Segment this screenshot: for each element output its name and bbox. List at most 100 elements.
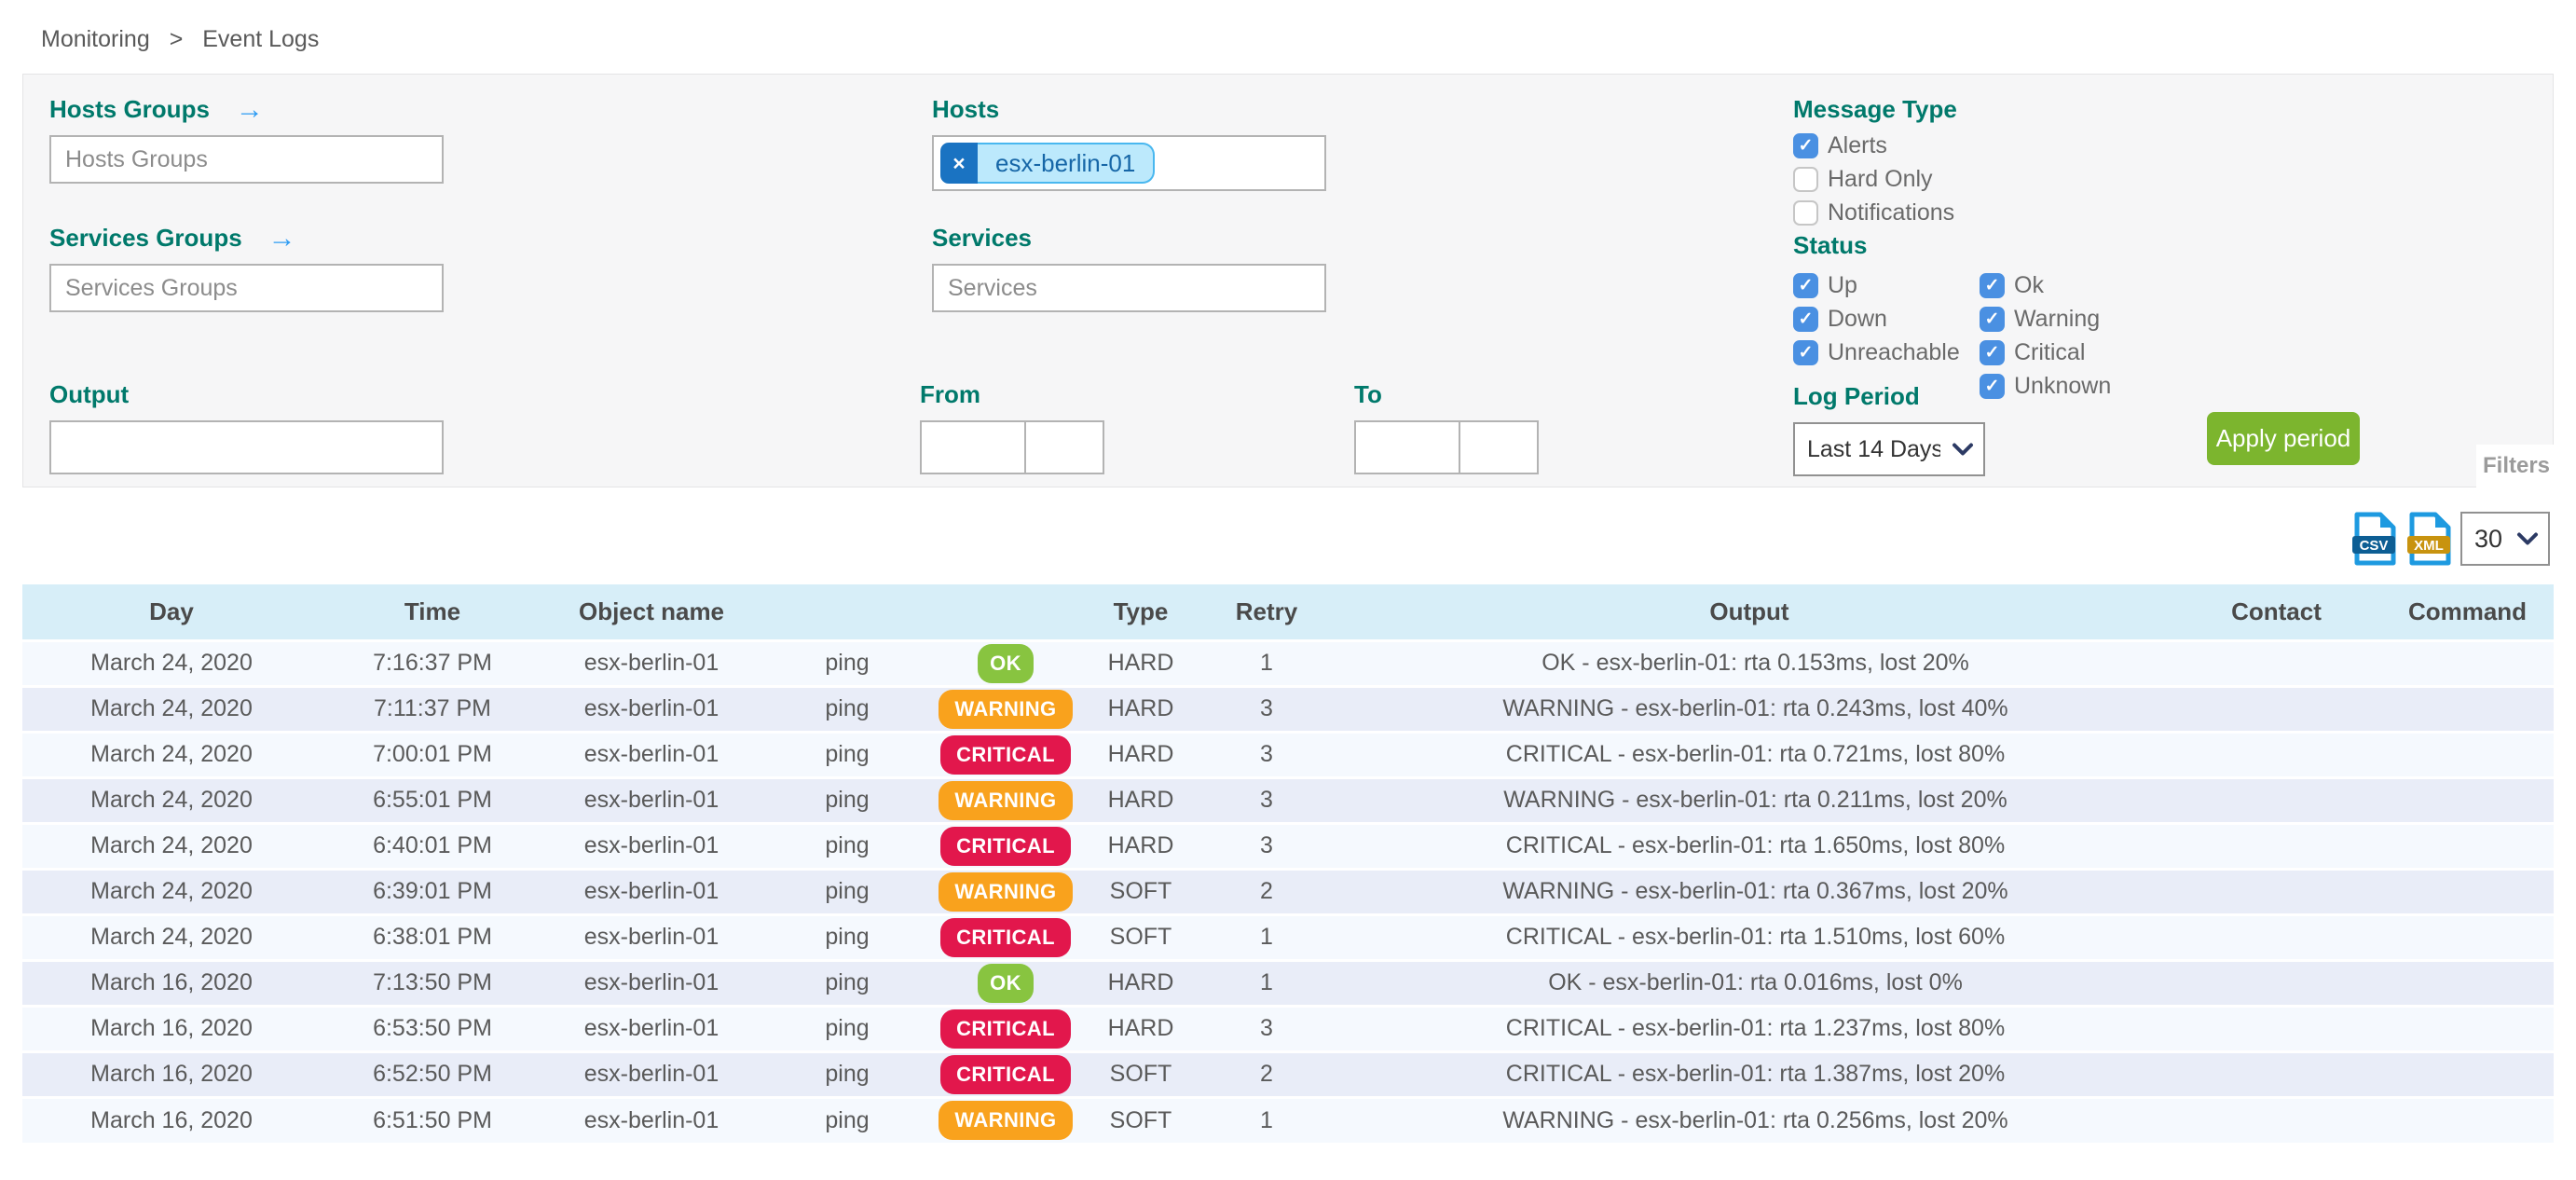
services-groups-input[interactable] [49,264,444,312]
output-cell: CRITICAL - esx-berlin-01: rta 0.721ms, l… [1327,730,2172,777]
services-groups-filter: Services Groups → [49,224,444,312]
arrow-right-icon[interactable]: → [235,93,264,125]
time-cell: 6:39:01 PM [321,867,544,914]
from-time-input[interactable] [1026,420,1104,474]
output-cell: WARNING - esx-berlin-01: rta 0.243ms, lo… [1327,684,2172,732]
hosts-groups-input[interactable] [49,135,444,184]
export-csv-icon[interactable]: CSV [2350,512,2397,566]
status-badge: CRITICAL [940,734,1071,775]
log-period-select[interactable]: Last 14 Days [1793,422,1985,476]
apply-period-button[interactable]: Apply period [2207,412,2360,465]
checkbox-unchecked-icon[interactable] [1793,167,1818,192]
breadcrumb-event-logs[interactable]: Event Logs [202,26,320,52]
message-type-hard-only[interactable]: Hard Only [1793,166,1957,193]
service-cell: ping [759,821,936,869]
object-name-cell: esx-berlin-01 [544,775,759,823]
host-chip[interactable]: × esx-berlin-01 [940,143,1156,184]
command-cell [2381,730,2554,777]
checkbox-label: Alerts [1828,132,1887,158]
checkbox-checked-icon[interactable]: ✓ [1980,340,2005,365]
checkbox-label: Hard Only [1828,166,1933,192]
service-cell: ping [759,730,936,777]
command-cell [2381,821,2554,869]
retry-cell: 3 [1206,821,1327,869]
checkbox-label: Up [1828,272,1857,298]
page-size-select[interactable]: 30 [2460,512,2550,566]
status-critical[interactable]: ✓ Critical [1980,339,2155,366]
status-badge: WARNING [939,871,1073,912]
status-down[interactable]: ✓ Down [1793,306,1968,333]
status-up[interactable]: ✓ Up [1793,272,1968,299]
checkbox-checked-icon[interactable]: ✓ [1980,374,2005,399]
status-unreachable[interactable]: ✓ Unreachable [1793,339,1968,366]
arrow-right-icon[interactable]: → [267,222,296,254]
output-label: Output [49,380,130,408]
to-date-input[interactable] [1354,420,1460,474]
time-cell: 6:40:01 PM [321,821,544,869]
checkbox-checked-icon[interactable]: ✓ [1980,273,2005,298]
message-type-label: Message Type [1793,95,1957,123]
retry-cell: 2 [1206,867,1327,914]
services-input[interactable] [932,264,1326,312]
day-cell: March 16, 2020 [22,958,321,1006]
host-chip-label: esx-berlin-01 [978,143,1156,184]
export-xml-icon[interactable]: XML [2405,512,2452,566]
column-header-retry: Retry [1206,584,1327,640]
time-cell: 6:53:50 PM [321,1004,544,1051]
hosts-label: Hosts [932,95,1000,123]
checkbox-unchecked-icon[interactable] [1793,200,1818,226]
retry-cell: 1 [1206,958,1327,1006]
remove-chip-icon[interactable]: × [940,143,978,184]
checkbox-checked-icon[interactable]: ✓ [1980,307,2005,332]
output-cell: CRITICAL - esx-berlin-01: rta 1.237ms, l… [1327,1004,2172,1051]
command-cell [2381,1095,2554,1143]
type-cell: SOFT [1076,912,1206,960]
services-groups-label: Services Groups [49,224,242,252]
status-badge: WARNING [939,1101,1073,1141]
retry-cell: 3 [1206,730,1327,777]
checkbox-checked-icon[interactable]: ✓ [1793,340,1818,365]
type-cell: HARD [1076,638,1206,686]
time-cell: 6:52:50 PM [321,1050,544,1097]
command-cell [2381,1050,2554,1097]
contact-cell [2172,775,2381,823]
status-cell: WARNING [936,775,1076,823]
object-name-cell: esx-berlin-01 [544,1004,759,1051]
message-type-alerts[interactable]: ✓ Alerts [1793,132,1957,159]
status-warning[interactable]: ✓ Warning [1980,306,2155,333]
day-cell: March 24, 2020 [22,867,321,914]
from-date-input[interactable] [920,420,1026,474]
status-filter: Status ✓ Up ✓ Down ✓ Unreachable ✓ Ok ✓ Warning ✓… [1793,231,2155,400]
message-type-options: ✓ Alerts Hard Only Notifications [1793,132,1957,226]
command-cell [2381,912,2554,960]
filters-tab[interactable]: Filters [2476,445,2556,487]
day-cell: March 24, 2020 [22,912,321,960]
retry-cell: 1 [1206,1095,1327,1143]
output-input[interactable] [49,420,444,474]
table-row: March 24, 2020 7:00:01 PM esx-berlin-01 pin… [22,730,2554,777]
day-cell: March 24, 2020 [22,684,321,732]
status-unknown[interactable]: ✓ Unknown [1980,373,2155,400]
status-cell: CRITICAL [936,1050,1076,1097]
log-period-filter: Log Period Last 14 Days [1793,382,1985,476]
contact-cell [2172,958,2381,1006]
event-rows: March 24, 2020 7:16:37 PM esx-berlin-01 pin… [22,638,2554,1143]
type-cell: HARD [1076,958,1206,1006]
checkbox-label: Warning [2014,306,2101,332]
status-cell: WARNING [936,867,1076,914]
services-filter: Services [932,224,1326,312]
breadcrumb-monitoring[interactable]: Monitoring [41,26,150,52]
retry-cell: 3 [1206,775,1327,823]
object-name-cell: esx-berlin-01 [544,684,759,732]
log-period-label: Log Period [1793,382,1920,410]
status-ok[interactable]: ✓ Ok [1980,272,2155,299]
hosts-groups-filter: Hosts Groups → [49,95,444,184]
output-cell: CRITICAL - esx-berlin-01: rta 1.510ms, l… [1327,912,2172,960]
hosts-input[interactable]: × esx-berlin-01 [932,135,1326,191]
checkbox-checked-icon[interactable]: ✓ [1793,307,1818,332]
checkbox-checked-icon[interactable]: ✓ [1793,273,1818,298]
message-type-notifications[interactable]: Notifications [1793,199,1957,226]
checkbox-checked-icon[interactable]: ✓ [1793,133,1818,158]
object-name-cell: esx-berlin-01 [544,912,759,960]
to-time-input[interactable] [1460,420,1539,474]
